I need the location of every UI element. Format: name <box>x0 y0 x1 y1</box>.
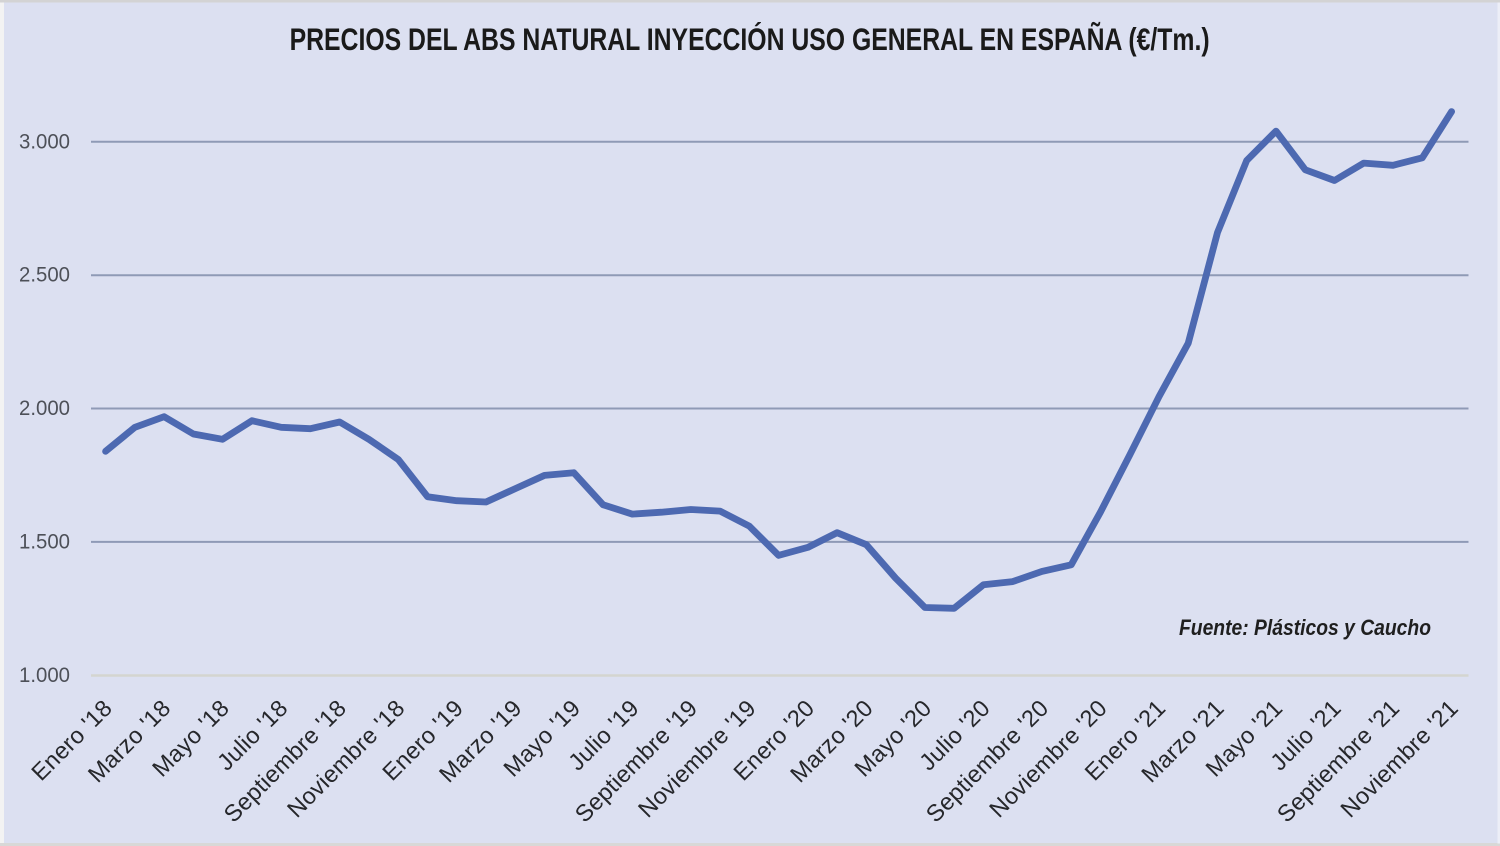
svg-text:2.000: 2.000 <box>19 396 70 420</box>
svg-text:1.500: 1.500 <box>19 529 70 553</box>
svg-text:3.000: 3.000 <box>19 129 70 153</box>
svg-text:2.500: 2.500 <box>19 263 70 287</box>
svg-text:1.000: 1.000 <box>19 663 70 687</box>
svg-text:PRECIOS DEL ABS NATURAL INYECC: PRECIOS DEL ABS NATURAL INYECCIÓN USO GE… <box>290 21 1210 57</box>
svg-text:Fuente: Plásticos y Caucho: Fuente: Plásticos y Caucho <box>1179 615 1431 640</box>
